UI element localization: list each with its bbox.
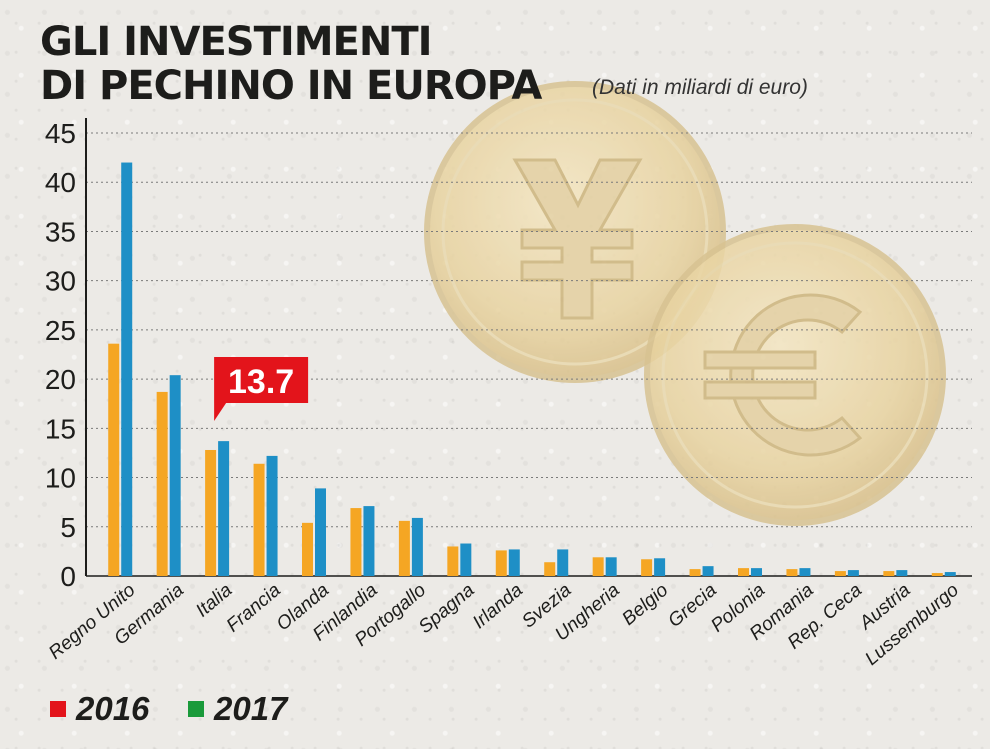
legend-label-2016: 2016 — [76, 690, 150, 727]
bar-2017-regno-unito — [121, 162, 133, 577]
bar-2017-portogallo — [411, 517, 423, 576]
bar-2017-rep-ceca — [847, 570, 859, 576]
bar-2016-svezia — [544, 562, 556, 576]
chart-title-line-2: DI PECHINO IN EUROPA — [40, 63, 542, 109]
y-tick-label: 20 — [45, 364, 76, 395]
y-tick-label: 10 — [45, 463, 76, 494]
y-tick-label: 35 — [45, 216, 76, 247]
grid-lines — [86, 132, 972, 577]
bar-2017-francia — [266, 455, 278, 576]
bar-2016-italia — [205, 449, 217, 576]
bar-2016-portogallo — [398, 520, 410, 576]
y-axis-ticks: 0 5 10 15 20 25 30 35 40 45 — [45, 118, 76, 592]
bar-2016-grecia — [689, 569, 701, 576]
bar-2017-germania — [169, 375, 181, 576]
chart-title-line-1: GLI INVESTIMENTI — [40, 19, 433, 65]
bar-2016-finlandia — [350, 508, 362, 576]
bar-2017-italia — [218, 441, 230, 576]
x-category-label: Spagna — [415, 580, 479, 638]
y-tick-label: 40 — [45, 167, 76, 198]
chart-subtitle: (Dati in miliardi di euro) — [592, 76, 808, 99]
bar-2017-ungheria — [605, 557, 617, 576]
x-category-label: Irlanda — [469, 580, 527, 633]
bar-2017-irlanda — [508, 549, 520, 576]
y-tick-label: 25 — [45, 315, 76, 346]
y-tick-label: 5 — [60, 512, 76, 543]
bar-2016-spagna — [447, 546, 459, 576]
bar-2016-regno-unito — [108, 343, 120, 576]
legend-label-2017: 2017 — [214, 690, 288, 727]
callout-box — [214, 357, 309, 403]
bars — [108, 162, 956, 577]
euro-coin-illustration — [644, 224, 946, 526]
bar-2016-romania — [786, 569, 798, 576]
bar-2017-olanda — [315, 488, 326, 576]
yen-coin-illustration — [424, 81, 726, 383]
bar-2016-olanda — [302, 522, 313, 576]
legend-swatch-2016 — [50, 701, 66, 717]
bar-2017-finlandia — [363, 506, 375, 576]
bar-2016-polonia — [738, 568, 749, 576]
bar-2017-romania — [799, 568, 811, 576]
bar-2016-francia — [253, 463, 265, 576]
bar-2017-svezia — [557, 549, 569, 576]
y-tick-label: 0 — [60, 561, 76, 592]
bar-2017-spagna — [460, 543, 472, 576]
callout: 13.7 — [214, 357, 309, 421]
bar-2016-lussemburgo — [931, 573, 943, 576]
bar-2016-austria — [883, 571, 895, 576]
bar-2016-irlanda — [495, 550, 507, 576]
bar-2016-rep-ceca — [834, 571, 846, 576]
y-tick-label: 30 — [45, 266, 76, 297]
bar-2016-ungheria — [592, 557, 604, 576]
legend-item-2017: 2017 — [188, 690, 287, 728]
legend-item-2016: 2016 — [50, 690, 149, 728]
bar-2017-grecia — [702, 566, 714, 576]
y-tick-label: 45 — [45, 118, 76, 149]
bar-2017-belgio — [654, 558, 666, 576]
bar-2017-polonia — [751, 568, 762, 576]
bar-2016-germania — [156, 391, 168, 576]
bar-2017-lussemburgo — [944, 572, 956, 576]
x-category-label: Francia — [223, 580, 285, 637]
callout-pointer — [214, 403, 227, 421]
bar-2016-belgio — [641, 559, 653, 576]
callout-value: 13.7 — [228, 363, 294, 401]
y-tick-label: 15 — [45, 413, 76, 444]
legend-swatch-2017 — [188, 701, 204, 717]
bar-2017-austria — [896, 570, 908, 576]
x-category-label: Belgio — [618, 580, 672, 630]
